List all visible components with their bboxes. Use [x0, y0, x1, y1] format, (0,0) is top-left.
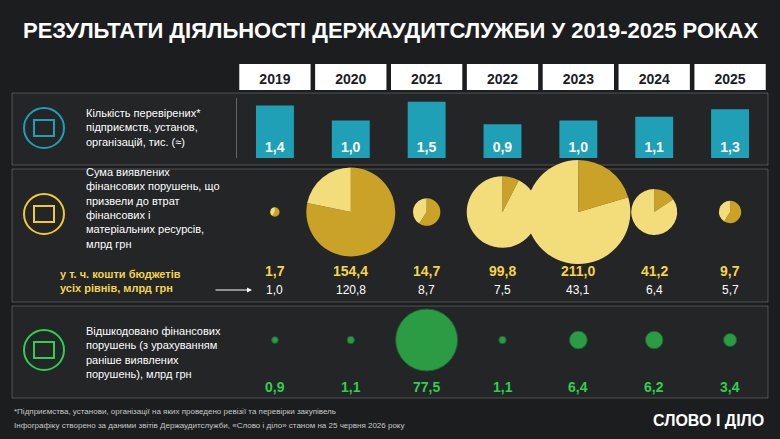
svg-text:1,3: 1,3	[720, 139, 740, 155]
svg-text:2023: 2023	[563, 71, 594, 87]
svg-text:1,4: 1,4	[265, 139, 285, 155]
svg-text:6,4: 6,4	[646, 283, 663, 297]
svg-text:Сума виявленихфінансових поруш: Сума виявленихфінансових порушень, щопри…	[86, 166, 220, 250]
svg-text:99,8: 99,8	[489, 263, 516, 279]
svg-text:1,7: 1,7	[265, 263, 285, 279]
svg-text:Відшкодовано фінансовихпорушен: Відшкодовано фінансовихпорушень (з ураху…	[86, 325, 221, 380]
svg-text:120,8: 120,8	[336, 283, 366, 297]
svg-text:*Підприємства, установи, орган: *Підприємства, установи, організації на …	[14, 407, 336, 416]
svg-text:2022: 2022	[487, 71, 518, 87]
svg-text:2021: 2021	[411, 71, 442, 87]
svg-text:7,5: 7,5	[494, 283, 511, 297]
svg-text:41,2: 41,2	[641, 263, 668, 279]
svg-text:1,0: 1,0	[266, 283, 283, 297]
svg-text:77,5: 77,5	[413, 379, 440, 395]
svg-text:6,4: 6,4	[568, 379, 588, 395]
svg-text:6,2: 6,2	[644, 379, 664, 395]
svg-text:3,4: 3,4	[720, 379, 740, 395]
svg-text:2024: 2024	[639, 71, 670, 87]
svg-text:0,9: 0,9	[265, 379, 285, 395]
svg-text:43,1: 43,1	[566, 283, 590, 297]
svg-text:1,0: 1,0	[341, 139, 361, 155]
svg-text:2020: 2020	[335, 71, 366, 87]
svg-text:8,7: 8,7	[418, 283, 435, 297]
svg-text:211,0: 211,0	[561, 263, 595, 279]
svg-text:9,7: 9,7	[720, 263, 740, 279]
svg-text:0,9: 0,9	[493, 139, 513, 155]
svg-text:1,0: 1,0	[569, 139, 589, 155]
svg-text:1,1: 1,1	[493, 379, 513, 395]
svg-text:2019: 2019	[259, 71, 290, 87]
svg-text:5,7: 5,7	[722, 283, 739, 297]
svg-text:Кількість перевірених*підприєм: Кількість перевірених*підприємств, устан…	[86, 107, 201, 148]
svg-text:1,1: 1,1	[341, 379, 361, 395]
svg-text:РЕЗУЛЬТАТИ ДІЯЛЬНОСТІ ДЕРЖАУДИ: РЕЗУЛЬТАТИ ДІЯЛЬНОСТІ ДЕРЖАУДИТСЛУЖБИ У …	[23, 18, 758, 43]
svg-text:154,4: 154,4	[333, 263, 368, 279]
svg-text:2025: 2025	[714, 71, 745, 87]
svg-text:Інфографіку створено за даними: Інфографіку створено за даними звітів Де…	[14, 421, 404, 430]
svg-text:1,1: 1,1	[644, 139, 664, 155]
svg-text:СЛОВО І ДІЛО: СЛОВО І ДІЛО	[653, 412, 764, 429]
svg-text:1,5: 1,5	[417, 139, 437, 155]
svg-text:у т. ч. кошти бюджетівусіх рів: у т. ч. кошти бюджетівусіх рівнів, млрд …	[60, 268, 181, 294]
svg-text:14,7: 14,7	[413, 263, 440, 279]
